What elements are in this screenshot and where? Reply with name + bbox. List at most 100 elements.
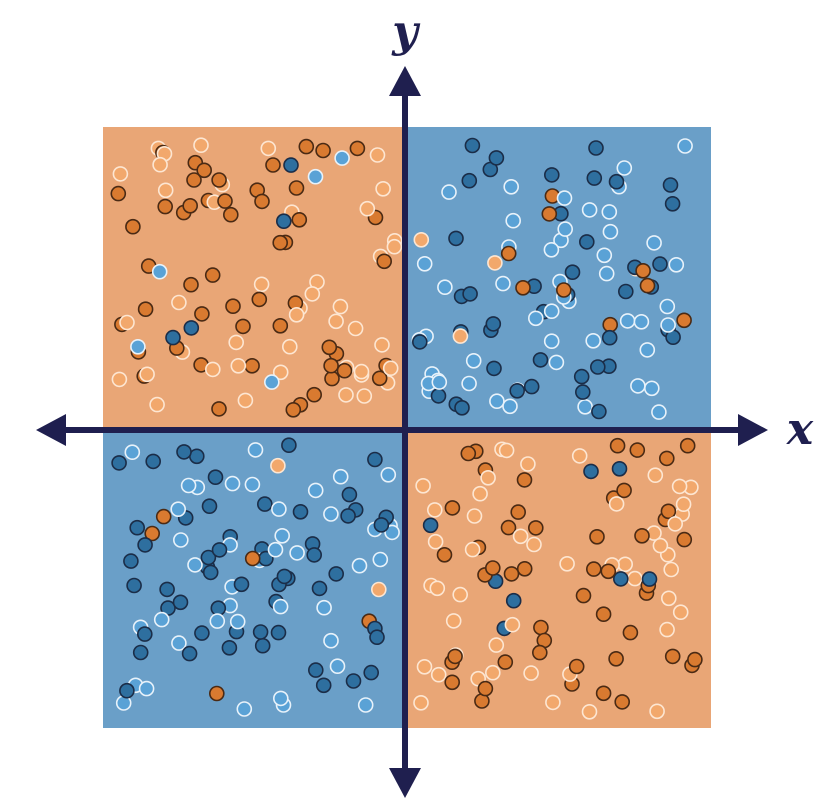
- point: [145, 453, 161, 470]
- point: [149, 396, 165, 413]
- point: [646, 235, 662, 251]
- point: [676, 312, 692, 329]
- point: [668, 256, 685, 273]
- point: [316, 599, 332, 616]
- point: [577, 398, 593, 415]
- point: [464, 541, 481, 558]
- point: [667, 516, 684, 532]
- point: [452, 586, 469, 603]
- point: [447, 648, 463, 665]
- point: [315, 677, 332, 694]
- point: [372, 551, 389, 568]
- point: [334, 150, 350, 166]
- point: [196, 162, 212, 179]
- point: [253, 276, 270, 293]
- point: [129, 519, 145, 536]
- point: [211, 542, 228, 558]
- point: [477, 680, 494, 697]
- point: [217, 193, 233, 209]
- point: [633, 313, 650, 330]
- point: [416, 255, 433, 272]
- point: [485, 316, 502, 332]
- point: [641, 571, 658, 587]
- point: [548, 354, 565, 371]
- point: [189, 448, 205, 465]
- point: [612, 571, 629, 587]
- point: [426, 502, 443, 518]
- point: [523, 378, 540, 395]
- point: [124, 444, 141, 461]
- point: [254, 193, 270, 210]
- point: [643, 380, 660, 397]
- point: [353, 363, 370, 380]
- point: [283, 157, 299, 173]
- point: [465, 352, 482, 369]
- point: [664, 648, 681, 665]
- point: [323, 632, 339, 649]
- point: [275, 213, 292, 229]
- point: [488, 150, 505, 166]
- point: [662, 177, 679, 193]
- point: [165, 329, 181, 346]
- point: [583, 463, 599, 480]
- point: [223, 206, 239, 223]
- point: [687, 651, 703, 668]
- point: [323, 506, 339, 522]
- point: [332, 468, 349, 485]
- point: [338, 387, 354, 403]
- point: [462, 286, 478, 302]
- point: [281, 338, 298, 355]
- point: [543, 333, 560, 350]
- point: [627, 570, 643, 587]
- point: [664, 196, 681, 212]
- point: [272, 364, 289, 381]
- point: [591, 403, 607, 420]
- point: [503, 179, 520, 195]
- point: [488, 637, 505, 653]
- point: [411, 334, 428, 350]
- y-arrow-top: [389, 66, 421, 96]
- point: [509, 382, 526, 399]
- point: [461, 172, 478, 189]
- point: [247, 442, 264, 458]
- point: [233, 576, 250, 593]
- point: [585, 332, 602, 349]
- point: [171, 635, 187, 651]
- point: [574, 384, 591, 400]
- point: [207, 469, 224, 486]
- point: [660, 590, 677, 607]
- x-arrow-left: [36, 414, 66, 446]
- point: [244, 550, 261, 567]
- point: [676, 531, 693, 548]
- point: [209, 613, 226, 629]
- point: [448, 230, 464, 247]
- point: [376, 253, 393, 270]
- point: [505, 212, 522, 229]
- x-axis-label: x: [786, 404, 814, 455]
- point: [125, 218, 141, 235]
- point: [152, 156, 168, 173]
- point: [480, 469, 496, 486]
- point: [183, 276, 199, 293]
- point: [251, 291, 268, 308]
- point: [543, 303, 560, 320]
- point: [512, 528, 529, 545]
- point: [119, 682, 135, 699]
- point: [619, 313, 636, 329]
- point: [351, 557, 368, 574]
- point: [441, 184, 457, 200]
- point: [608, 650, 624, 667]
- point: [559, 555, 575, 572]
- point: [430, 388, 447, 404]
- point: [611, 460, 628, 477]
- point: [139, 366, 155, 383]
- point: [578, 234, 595, 250]
- point: [373, 517, 390, 533]
- point: [306, 547, 323, 563]
- point: [663, 561, 680, 578]
- point: [679, 437, 696, 454]
- point: [510, 504, 527, 520]
- point: [183, 320, 200, 336]
- point: [306, 386, 323, 403]
